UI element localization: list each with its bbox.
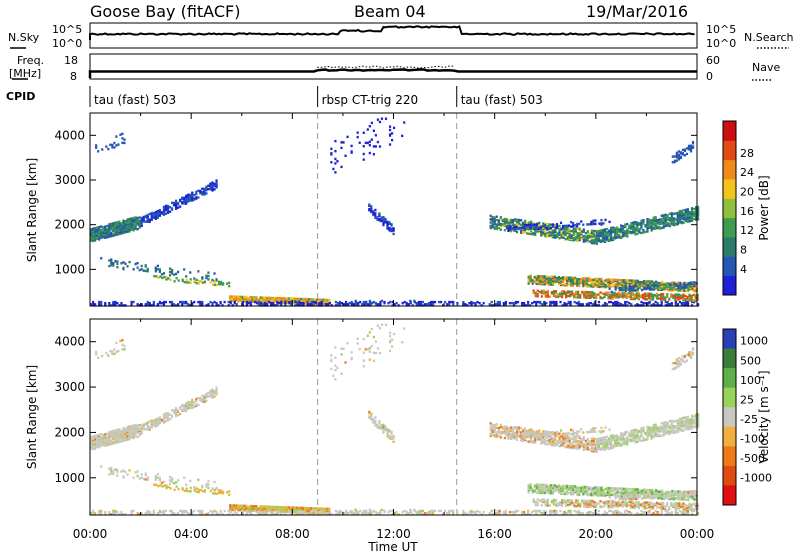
date-title: 19/Mar/2016	[586, 2, 688, 21]
cpid-row: tau (fast) 503 rbsp CT-trig 220 tau (fast)…	[89, 86, 543, 107]
colorbar-swatch	[723, 407, 736, 428]
colorbar-swatch	[723, 275, 736, 296]
time-tick-label: 00:00	[73, 527, 108, 541]
y-tick-label: 2000	[54, 425, 85, 439]
time-tick-label: 08:00	[275, 527, 310, 541]
y-tick-label: 1000	[54, 262, 85, 276]
colorbar-tick-label: -25	[740, 413, 758, 426]
colorbar-swatch	[723, 121, 736, 141]
y-tick-label: 3000	[54, 380, 85, 394]
power-panel: 1000 2000 3000 4000	[54, 112, 700, 515]
y-tick-label: 1000	[54, 471, 85, 485]
time-tick-label: 12:00	[376, 527, 411, 541]
freq-label-line2: [MHz]	[9, 67, 41, 80]
colorbar-tick-label: 4	[740, 263, 747, 276]
colorbar-swatch	[723, 217, 736, 238]
cpid-segment-label: rbsp CT-trig 220	[322, 93, 418, 107]
freq-label-line1: Freq.	[17, 54, 44, 67]
colorbar-swatch	[723, 256, 736, 277]
colorbar-swatch	[723, 368, 736, 389]
freq-panel	[88, 53, 698, 80]
colorbar-swatch	[723, 465, 736, 486]
time-axis-label: Time UT	[367, 540, 418, 554]
power-colorbar: 4 8 12 16 20 24 28	[722, 120, 754, 296]
colorbar-tick-label: 500	[740, 354, 761, 367]
velocity-cbar-label: Velocity [m s⁻¹]	[757, 370, 771, 463]
freq-tick-top: 18	[64, 54, 78, 67]
cpid-segment-label: tau (fast) 503	[94, 93, 176, 107]
colorbar-swatch	[723, 198, 736, 219]
time-tick-label: 16:00	[477, 527, 512, 541]
nsearch-tick-top: 10^5	[706, 23, 736, 36]
y-tick-label: 2000	[54, 218, 85, 232]
power-cbar-label: Power [dB]	[757, 175, 771, 240]
nave-tick-top: 60	[706, 54, 720, 67]
colorbar-swatch	[723, 329, 736, 350]
time-tick-label: 04:00	[174, 527, 209, 541]
velocity-panel: 1000 2000 3000 4000	[54, 318, 700, 516]
freq-tick-bottom: 8	[70, 70, 77, 83]
colorbar-tick-label: -100	[740, 433, 765, 446]
y-tick-label: 4000	[54, 128, 85, 142]
colorbar-tick-label: 16	[740, 205, 754, 218]
colorbar-tick-label: 8	[740, 244, 747, 257]
colorbar-tick-label: 24	[740, 166, 754, 179]
colorbar-tick-label: -1000	[740, 472, 772, 485]
velocity-ylabel: Slant Range [km]	[25, 365, 39, 469]
colorbar-tick-label: -500	[740, 452, 765, 465]
station-title: Goose Bay (fitACF)	[90, 2, 240, 21]
y-tick-label: 4000	[54, 335, 85, 349]
nsky-panel	[89, 22, 698, 49]
time-axis: 00:00 04:00 08:00 12:00 16:00 20:00 00:00	[73, 527, 715, 541]
time-tick-label: 00:00	[680, 527, 715, 541]
cpid-label: CPID	[6, 90, 35, 103]
nsearch-label: N.Search	[744, 31, 794, 44]
colorbar-swatch	[723, 485, 736, 506]
time-tick-label: 20:00	[579, 527, 614, 541]
colorbar-swatch	[723, 446, 736, 467]
colorbar-swatch	[723, 237, 736, 257]
power-ylabel: Slant Range [km]	[25, 158, 39, 262]
nsearch-tick-bottom: 10^0	[706, 37, 736, 50]
colorbar-swatch	[723, 426, 736, 447]
colorbar-tick-label: 28	[740, 147, 754, 160]
beam-title: Beam 04	[354, 2, 426, 21]
nsky-tick-bottom: 10^0	[52, 37, 82, 50]
colorbar-swatch	[723, 348, 736, 369]
colorbar-swatch	[723, 159, 736, 180]
y-tick-label: 3000	[54, 173, 85, 187]
colorbar-swatch	[723, 140, 736, 161]
cpid-segment-label: tau (fast) 503	[461, 93, 543, 107]
colorbar-tick-label: 100	[740, 374, 761, 387]
colorbar-swatch	[723, 179, 736, 199]
colorbar-tick-label: 25	[740, 393, 754, 406]
colorbar-swatch	[723, 387, 736, 408]
nsky-tick-top: 10^5	[52, 23, 82, 36]
colorbar-tick-label: 1000	[740, 335, 768, 348]
colorbar-tick-label: 12	[740, 224, 754, 237]
nsky-label: N.Sky	[8, 31, 40, 44]
colorbar-tick-label: 20	[740, 186, 754, 199]
nave-tick-bottom: 0	[706, 70, 713, 83]
nave-label: Nave	[752, 61, 780, 74]
velocity-colorbar: 1000 500 100 25 -25 -100 -500 -1000	[722, 328, 772, 506]
